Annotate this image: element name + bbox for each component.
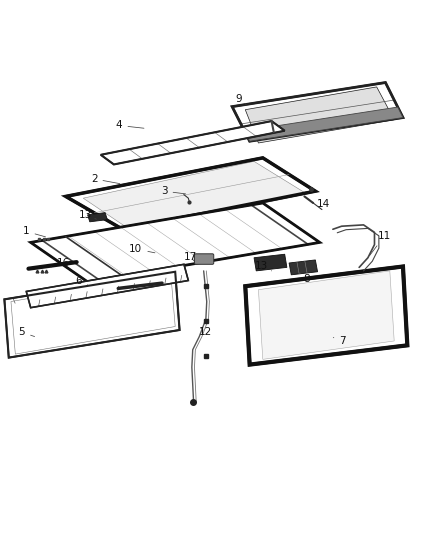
Text: 8: 8: [300, 273, 310, 284]
Polygon shape: [245, 266, 407, 365]
Polygon shape: [66, 158, 315, 229]
Polygon shape: [254, 254, 287, 271]
Text: 6: 6: [75, 276, 88, 286]
Text: 3: 3: [161, 186, 186, 196]
Polygon shape: [4, 272, 180, 358]
Text: 11: 11: [370, 231, 391, 255]
Text: 5: 5: [18, 327, 35, 337]
Text: 2: 2: [91, 174, 120, 184]
Text: 13: 13: [79, 210, 96, 220]
Text: 17: 17: [184, 252, 197, 262]
Text: 9: 9: [235, 94, 246, 104]
Polygon shape: [101, 121, 285, 165]
Polygon shape: [88, 213, 107, 222]
Polygon shape: [232, 83, 403, 141]
Text: 1: 1: [23, 227, 46, 237]
Polygon shape: [31, 203, 320, 282]
Text: 16: 16: [50, 258, 70, 268]
Polygon shape: [245, 87, 394, 143]
Polygon shape: [258, 271, 394, 359]
FancyBboxPatch shape: [194, 254, 214, 264]
Polygon shape: [83, 161, 307, 231]
Polygon shape: [26, 264, 188, 308]
Text: 12: 12: [198, 327, 212, 337]
Text: 14: 14: [311, 199, 330, 209]
Polygon shape: [289, 260, 318, 275]
Text: 7: 7: [333, 336, 346, 346]
Text: 4: 4: [116, 120, 144, 131]
Text: 10: 10: [129, 244, 155, 254]
Polygon shape: [244, 107, 403, 141]
Text: 13: 13: [255, 261, 272, 271]
